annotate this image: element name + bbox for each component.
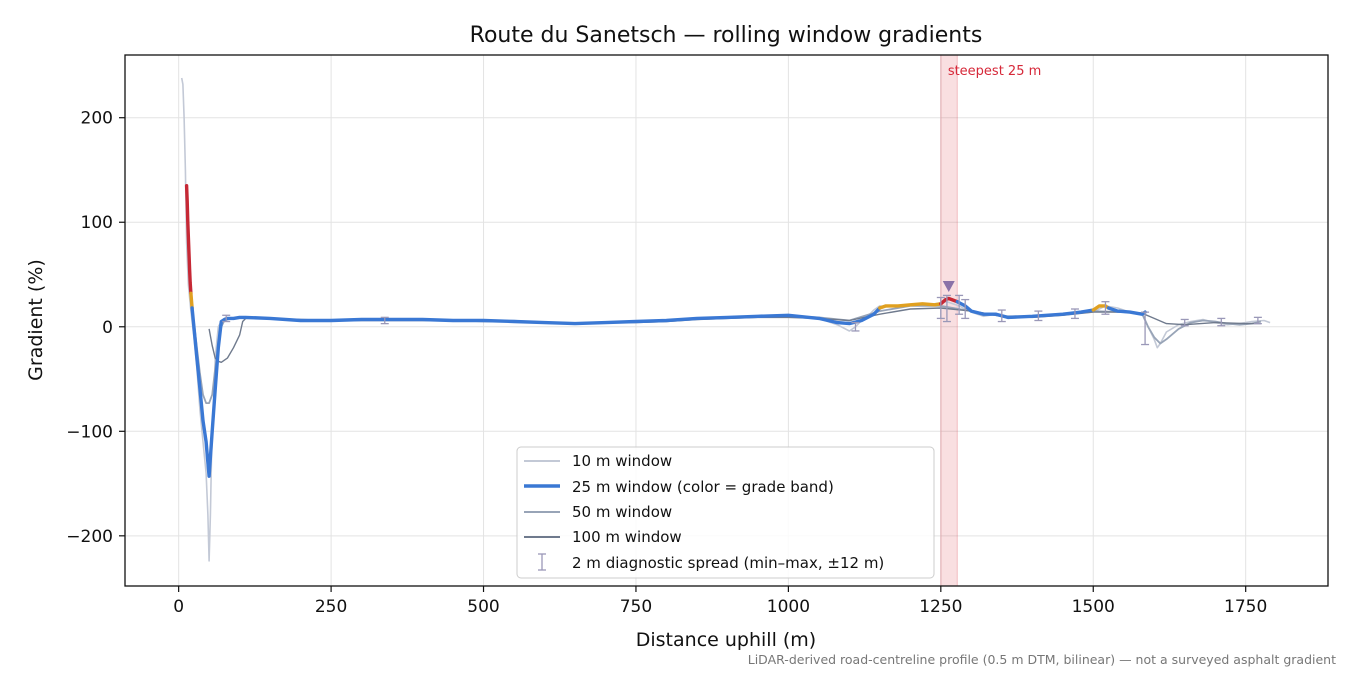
y-tick-label: −100 [66, 422, 113, 442]
series-25m-steep-segment [939, 296, 959, 306]
legend: 10 m window 25 m window (color = grade b… [516, 446, 935, 579]
steepest-label: steepest 25 m [948, 64, 1041, 79]
spread-errorbar [222, 314, 231, 323]
series-25m-steep-segment [184, 184, 193, 295]
chart-title: Route du Sanetsch — rolling window gradi… [470, 23, 983, 48]
spread-errorbar [1070, 308, 1079, 320]
legend-box [516, 446, 935, 579]
steepest-band [940, 54, 958, 587]
legend-label-10m: 10 m window [572, 452, 672, 470]
spread-errorbar [936, 296, 945, 320]
spread-errorbar [955, 294, 964, 315]
spread-errorbar [851, 321, 860, 332]
legend-label-50m: 50 m window [572, 503, 672, 521]
plot-frame [124, 54, 1329, 587]
series-layer [180, 77, 1271, 562]
y-tick-label: −200 [66, 527, 113, 547]
legend-label-spread: 2 m diagnostic spread (min–max, ±12 m) [572, 554, 884, 572]
series-25m-normal-segment [190, 306, 882, 478]
axis-ticks: 0 250 500 750 1000 1250 1500 1750 −200 −100 0 100 20… [66, 109, 1267, 617]
x-tick-label: 1250 [919, 597, 962, 617]
footnote: LiDAR-derived road-centreline profile (0… [748, 652, 1336, 667]
spread-errorbar [1101, 301, 1110, 315]
series-25m-normal-segment [1106, 306, 1147, 316]
series-25m-moderate-segment [878, 302, 943, 310]
legend-label-25m: 25 m window (color = grade band) [572, 478, 834, 496]
spread-errorbar [380, 316, 389, 325]
spread-errorbar [997, 309, 1006, 323]
diagnostic-spread-layer [222, 294, 1262, 346]
spread-errorbar [1141, 311, 1150, 346]
x-tick-label: 1750 [1224, 597, 1267, 617]
y-tick-label: 0 [102, 318, 113, 338]
x-tick-label: 1500 [1072, 597, 1115, 617]
legend-label-100m: 100 m window [572, 528, 682, 546]
y-tick-label: 100 [81, 213, 113, 233]
x-tick-label: 1000 [767, 597, 810, 617]
steepest-marker [942, 281, 955, 293]
y-tick-label: 200 [81, 109, 113, 129]
spread-errorbar [1253, 316, 1262, 325]
spread-errorbar [1034, 310, 1043, 322]
spread-errorbar [961, 298, 970, 320]
steepest-highlight: steepest 25 m [940, 54, 1041, 587]
x-tick-label: 500 [467, 597, 499, 617]
x-tick-label: 750 [620, 597, 652, 617]
legend-swatch-spread [538, 553, 546, 571]
x-axis-label: Distance uphill (m) [636, 629, 816, 651]
spread-errorbar [942, 294, 951, 323]
x-tick-label: 250 [315, 597, 347, 617]
marker-layer [942, 281, 955, 293]
series-25m-moderate-segment [1091, 304, 1111, 312]
spread-errorbar [1217, 317, 1226, 327]
y-axis-label: Gradient (%) [25, 259, 47, 381]
spread-errorbar [1180, 318, 1189, 327]
x-tick-label: 0 [173, 597, 184, 617]
series-25m-moderate-segment [189, 291, 194, 310]
